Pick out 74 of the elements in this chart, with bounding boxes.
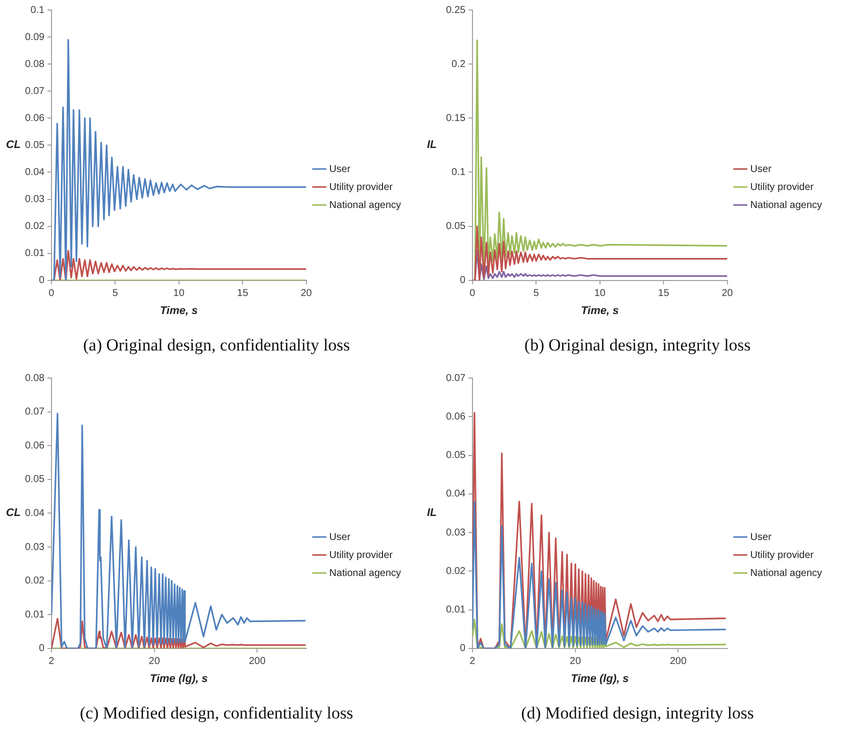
y-axis-title: IL	[427, 139, 438, 152]
legend-label: National agency	[750, 568, 822, 579]
y-tick-label: 0.02	[24, 576, 45, 587]
y-tick-label: 0.09	[24, 32, 45, 43]
legend-label: Utility provider	[750, 182, 814, 193]
legend-label: Utility provider	[329, 182, 394, 193]
y-tick-label: 0.1	[30, 4, 45, 16]
y-tick-label: 0.04	[24, 166, 45, 178]
x-tick-label: 10	[594, 288, 606, 300]
y-axis-title: CL	[6, 507, 21, 520]
y-tick-label: 0.08	[24, 58, 45, 70]
y-tick-label: 0.01	[24, 248, 45, 260]
text: (b) Original design, integrity loss	[524, 335, 751, 354]
y-tick-label: 0.06	[24, 440, 45, 452]
y-tick-label: 0.02	[446, 566, 466, 577]
y-tick-label: 0.04	[446, 488, 466, 500]
y-tick-label: 0.07	[24, 406, 45, 418]
x-axis-title: Time (lg), s	[570, 673, 629, 686]
y-tick-label: 0.05	[24, 474, 45, 486]
legend-label: User	[329, 532, 352, 543]
y-tick-label: 0.01	[24, 609, 45, 620]
x-tick-label: 20	[570, 656, 582, 668]
y-axis-title: IL	[427, 507, 438, 520]
y-tick-label: 0.03	[24, 542, 45, 553]
legend-label: National agency	[329, 200, 402, 211]
y-tick-label: 0.04	[24, 508, 45, 519]
x-tick-label: 0	[470, 288, 476, 300]
x-tick-label: 20	[722, 288, 734, 300]
y-tick-label: 0.08	[24, 372, 45, 384]
x-tick-label: 20	[300, 288, 312, 300]
y-tick-label: 0	[38, 275, 45, 286]
y-tick-label: 0.15	[446, 112, 466, 124]
text: (c) Modified design, confidentiality loss	[80, 703, 354, 722]
y-tick-label: 0	[38, 643, 45, 654]
legend-label: National agency	[329, 568, 402, 579]
x-tick-label: 200	[248, 656, 266, 668]
legend-label: User	[329, 164, 352, 175]
x-tick-label: 2	[470, 656, 476, 668]
x-axis-title: Time, s	[160, 305, 198, 318]
x-tick-label: 200	[670, 656, 687, 668]
text: (a) Original design, confidentiality loss	[83, 335, 350, 354]
y-tick-label: 0.05	[446, 450, 466, 462]
y-tick-label: 0.03	[446, 527, 466, 538]
x-tick-label: 15	[237, 288, 249, 300]
y-tick-label: 0.02	[24, 221, 45, 232]
x-axis-title: Time, s	[581, 305, 619, 318]
x-axis-title: Time (lg), s	[150, 673, 208, 686]
y-tick-label: 0.05	[446, 221, 466, 232]
y-tick-label: 0.07	[446, 372, 466, 384]
y-tick-label: 0.03	[24, 194, 45, 206]
y-tick-label: 0.2	[452, 58, 466, 70]
x-tick-label: 10	[173, 288, 185, 300]
legend-label: National agency	[750, 200, 822, 211]
y-tick-label: 0.25	[446, 4, 466, 16]
y-tick-label: 0.1	[452, 166, 466, 178]
x-tick-label: 20	[148, 656, 160, 668]
y-tick-label: 0	[460, 275, 466, 286]
y-tick-label: 0.06	[446, 411, 466, 422]
y-tick-label: 0.05	[24, 140, 45, 151]
legend-label: User	[750, 164, 772, 175]
legend-label: User	[750, 532, 772, 543]
x-tick-label: 15	[658, 288, 670, 300]
x-tick-label: 5	[112, 288, 118, 300]
y-tick-label: 0.01	[446, 604, 466, 616]
x-tick-label: 0	[48, 288, 55, 300]
y-axis-title: CL	[6, 139, 21, 152]
legend-label: Utility provider	[750, 550, 814, 561]
x-tick-label: 5	[533, 288, 540, 300]
y-tick-label: 0.07	[24, 86, 45, 97]
y-tick-label: 0	[460, 643, 466, 654]
y-tick-label: 0.06	[24, 112, 45, 124]
x-tick-label: 2	[48, 656, 55, 668]
text: (d) Modified design, integrity loss	[521, 703, 754, 722]
legend-label: Utility provider	[329, 550, 394, 561]
